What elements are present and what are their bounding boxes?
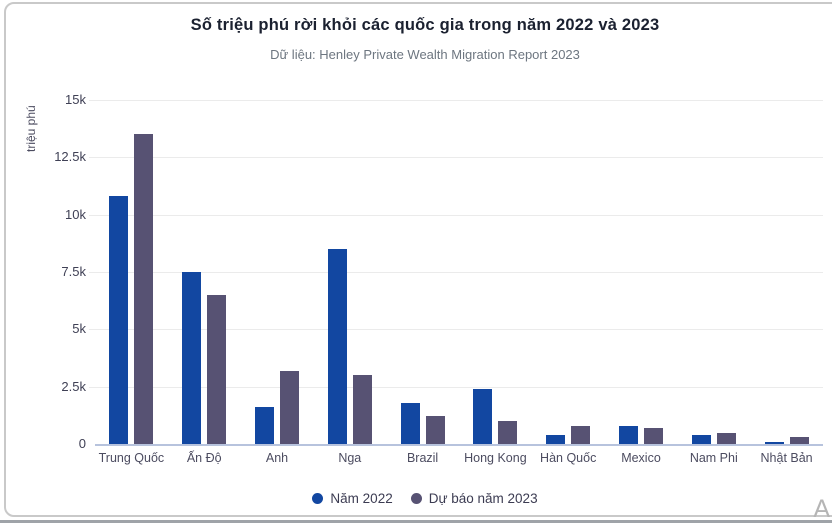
x-label-Nga: Nga	[338, 451, 362, 465]
bar-Trung Quốc-Dự báo năm 2023[interactable]	[134, 134, 154, 444]
bar-Ấn Độ-Năm 2022[interactable]	[182, 272, 202, 444]
bar-Mexico-Dự báo năm 2023[interactable]	[644, 427, 663, 444]
gridline-15k	[89, 100, 823, 101]
chart-subtitle: Dữ liệu: Henley Private Wealth Migration…	[270, 47, 580, 62]
legend-label-2022: Năm 2022	[330, 490, 393, 506]
legend-dot-2022-icon	[312, 492, 324, 504]
bar-Nhật Bản-Dự báo năm 2023[interactable]	[789, 437, 809, 444]
x-axis-line	[95, 444, 823, 446]
gridline-10k	[89, 214, 823, 216]
bar-Anh-Dự báo năm 2023[interactable]	[280, 370, 299, 444]
y-tick-label-2.5k: 2.5k	[61, 378, 86, 394]
gridline-12.5k	[89, 157, 823, 159]
bar-Nam Phi-Dự báo năm 2023[interactable]	[716, 432, 736, 444]
y-tick-label-15k: 15k	[65, 92, 86, 107]
gridline-5k	[89, 329, 823, 331]
x-label-Hàn Quốc: Hàn Quốc	[540, 451, 597, 465]
y-tick-label-7.5k: 7.5k	[61, 264, 86, 279]
bar-Nhật Bản-Năm 2022[interactable]	[764, 441, 784, 444]
bar-Trung Quốc-Năm 2022[interactable]	[109, 196, 129, 444]
bar-Nam Phi-Năm 2022[interactable]	[691, 434, 711, 444]
x-label-Ấn Độ: Ấn Độ	[186, 451, 222, 465]
bar-Brazil-Năm 2022[interactable]	[400, 402, 420, 444]
bar-Anh-Năm 2022[interactable]	[255, 407, 274, 444]
bar-Hong Kong-Năm 2022[interactable]	[473, 388, 493, 444]
bar-Ấn Độ-Dự báo năm 2023[interactable]	[207, 294, 227, 444]
gridline-7.5k	[89, 272, 823, 273]
x-label-Brazil: Brazil	[406, 451, 439, 465]
legend-item-2022[interactable]: Năm 2022	[312, 490, 393, 506]
bar-Nga-Năm 2022[interactable]	[327, 249, 347, 444]
x-label-Anh: Anh	[265, 451, 289, 465]
bar-Hàn Quốc-Năm 2022[interactable]	[546, 434, 566, 444]
x-label-Hong Kong: Hong Kong	[464, 451, 527, 465]
chart-title: Số triệu phú rời khỏi các quốc gia trong…	[190, 16, 660, 34]
bar-Hàn Quốc-Dự báo năm 2023[interactable]	[571, 425, 591, 444]
gridline-2.5k	[89, 386, 823, 388]
y-tick-label-5k: 5k	[72, 321, 86, 337]
y-tick-label-10k: 10k	[65, 206, 86, 222]
chart-legend: Năm 2022 Dự báo năm 2023	[0, 488, 832, 508]
bottom-divider	[0, 520, 832, 523]
bar-Nga-Dự báo năm 2023[interactable]	[352, 375, 372, 444]
y-tick-label-0: 0	[78, 436, 86, 451]
bar-Brazil-Dự báo năm 2023[interactable]	[425, 416, 445, 444]
bar-Hong Kong-Dự báo năm 2023[interactable]	[498, 421, 518, 444]
legend-item-2023[interactable]: Dự báo năm 2023	[410, 490, 538, 506]
x-label-Nam Phi: Nam Phi	[689, 451, 738, 465]
bar-Mexico-Năm 2022[interactable]	[619, 425, 638, 444]
x-label-Nhật Bản: Nhật Bản	[760, 451, 813, 465]
y-tick-label-12.5k: 12.5k	[54, 149, 86, 165]
legend-label-2023: Dự báo năm 2023	[428, 490, 538, 506]
watermark-letter: A	[813, 495, 830, 523]
legend-dot-2023-icon	[410, 492, 422, 504]
x-label-Trung Quốc: Trung Quốc	[98, 451, 165, 465]
x-label-Mexico: Mexico	[621, 451, 661, 465]
